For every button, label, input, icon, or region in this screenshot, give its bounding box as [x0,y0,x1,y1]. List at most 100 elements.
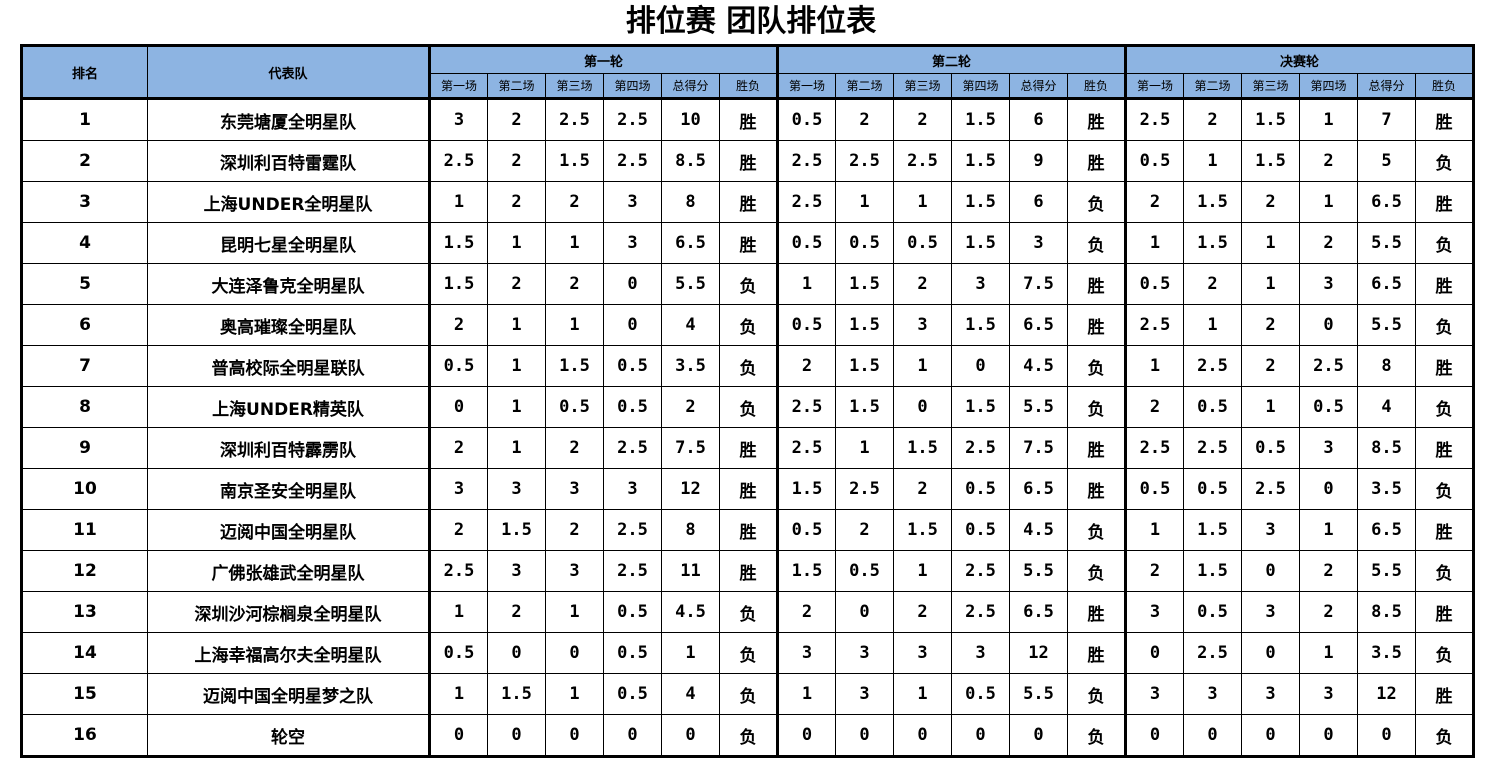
round-final-game-4-score-cell: 1 [1299,181,1358,223]
round-2-game-4-score-cell: 2.5 [951,427,1010,469]
round-2-game-1-score-cell: 2.5 [776,427,836,469]
round-1-game-4-score-cell: 2.5 [603,97,662,141]
round-final-game-4-score-cell: 2 [1299,140,1358,182]
round-1-game-4-score-cell: 0.5 [603,632,662,674]
round-final-game-2-score-cell: 3 [1183,673,1242,715]
round-2-result-cell: 胜 [1067,427,1126,469]
round-2-game-2-score-cell: 3 [835,673,894,715]
round-2-game-4-score-cell: 1.5 [951,386,1010,428]
round-1-game-1-score-cell: 2 [428,509,488,551]
round-1-game-1-score-cell: 2 [428,427,488,469]
round-2-game-1-score-cell: 0.5 [776,509,836,551]
team-name-cell: 广佛张雄武全明星队 [147,550,430,592]
header-round-final: 决赛轮 [1124,44,1475,74]
round-1-game-3-score-cell: 2 [545,427,604,469]
round-final-result-cell: 胜 [1415,427,1475,469]
round-2-game-2-score-cell: 2 [835,509,894,551]
round-final-game-2-score-cell: 2 [1183,263,1242,305]
round-2-game-2-score-cell: 3 [835,632,894,674]
round-final-game-3-score-cell: 2 [1241,304,1300,346]
round-1-game-3-score-cell: 3 [545,550,604,592]
round-1-result-cell: 负 [719,345,778,387]
round-2-total-score-cell: 6 [1009,97,1068,141]
round-final-game-1-score-cell: 0 [1124,714,1184,758]
round-1-result-cell: 负 [719,386,778,428]
round-1-total-score-cell: 6.5 [661,222,720,264]
round-2-total-score-cell: 5.5 [1009,550,1068,592]
round-1-game-3-score-cell: 2 [545,263,604,305]
round-final-total-score-cell: 5 [1357,140,1416,182]
table-row: 10 南京圣安全明星队 3 3 3 3 12 胜 1.5 2.5 2 0.5 6.5 胜 0.5 0.5 2.5… [20,468,1475,510]
round-1-result-cell: 胜 [719,468,778,510]
round-final-result-cell: 胜 [1415,591,1475,633]
round-1-game-2-score-cell: 1.5 [487,509,546,551]
round-final-game-4-score-cell: 2 [1299,222,1358,264]
round-1-total-score-cell: 1 [661,632,720,674]
round-2-game-2-score-cell: 2.5 [835,140,894,182]
round-2-total-score-cell: 3 [1009,222,1068,264]
subheader-round-final-col-6: 胜负 [1415,73,1475,99]
round-2-game-3-score-cell: 2 [893,468,952,510]
subheader-round-1-col-2: 第二场 [487,73,546,99]
round-2-total-score-cell: 5.5 [1009,673,1068,715]
round-1-game-3-score-cell: 0.5 [545,386,604,428]
round-2-game-2-score-cell: 2 [835,97,894,141]
round-1-total-score-cell: 4 [661,673,720,715]
round-final-total-score-cell: 5.5 [1357,304,1416,346]
round-2-game-3-score-cell: 1.5 [893,427,952,469]
round-final-game-4-score-cell: 1 [1299,509,1358,551]
table-row: 7 普高校际全明星联队 0.5 1 1.5 0.5 3.5 负 2 1.5 1 0 4.5 负 1 2.5 2 2… [20,345,1475,387]
round-final-game-1-score-cell: 1 [1124,509,1184,551]
round-2-game-4-score-cell: 1.5 [951,304,1010,346]
round-final-game-2-score-cell: 2.5 [1183,345,1242,387]
round-final-total-score-cell: 8.5 [1357,591,1416,633]
table-row: 16 轮空 0 0 0 0 0 负 0 0 0 0 0 负 0 0 0 0 0 负 [20,714,1475,758]
round-final-game-4-score-cell: 3 [1299,673,1358,715]
round-2-game-2-score-cell: 0.5 [835,222,894,264]
round-2-game-1-score-cell: 2.5 [776,181,836,223]
header-row-rounds: 排名 代表队 第一轮 第二轮 决赛轮 [20,44,1475,99]
round-2-game-4-score-cell: 2.5 [951,591,1010,633]
team-name-cell: 上海幸福高尔夫全明星队 [147,632,430,674]
round-final-result-cell: 负 [1415,632,1475,674]
rank-cell: 10 [20,468,148,510]
round-2-game-4-score-cell: 0.5 [951,673,1010,715]
round-final-total-score-cell: 8.5 [1357,427,1416,469]
round-final-game-3-score-cell: 1 [1241,386,1300,428]
table-header: 排名 代表队 第一轮 第二轮 决赛轮 第一场 第二场 第三场 第四场 总得分 胜负 第一场第… [20,44,1475,99]
round-final-game-1-score-cell: 2 [1124,181,1184,223]
round-1-game-4-score-cell: 0.5 [603,673,662,715]
round-1-game-4-score-cell: 0 [603,263,662,305]
round-1-result-cell: 负 [719,304,778,346]
round-2-result-cell: 负 [1067,386,1126,428]
round-2-game-2-score-cell: 1.5 [835,345,894,387]
round-2-game-3-score-cell: 0.5 [893,222,952,264]
round-2-result-cell: 负 [1067,181,1126,223]
round-1-game-2-score-cell: 2 [487,181,546,223]
round-2-total-score-cell: 7.5 [1009,427,1068,469]
team-name-cell: 轮空 [147,714,430,758]
subheader-round-2-col-2: 第二场 [835,73,894,99]
round-final-game-2-score-cell: 2.5 [1183,427,1242,469]
team-name-cell: 深圳利百特雷霆队 [147,140,430,182]
rank-cell: 15 [20,673,148,715]
round-final-game-4-score-cell: 2 [1299,591,1358,633]
round-1-game-2-score-cell: 1 [487,386,546,428]
round-final-game-1-score-cell: 2 [1124,386,1184,428]
round-1-game-2-score-cell: 1 [487,345,546,387]
round-2-total-score-cell: 4.5 [1009,509,1068,551]
round-2-result-cell: 胜 [1067,140,1126,182]
round-final-result-cell: 负 [1415,714,1475,758]
round-final-game-2-score-cell: 1.5 [1183,222,1242,264]
round-1-game-2-score-cell: 2 [487,263,546,305]
round-1-result-cell: 负 [719,632,778,674]
round-1-total-score-cell: 4.5 [661,591,720,633]
round-1-result-cell: 胜 [719,181,778,223]
round-1-result-cell: 胜 [719,97,778,141]
round-final-total-score-cell: 12 [1357,673,1416,715]
team-name-cell: 东莞塘厦全明星队 [147,97,430,141]
team-name-cell: 迈阅中国全明星梦之队 [147,673,430,715]
round-1-game-1-score-cell: 1 [428,591,488,633]
round-2-game-1-score-cell: 1 [776,673,836,715]
round-final-total-score-cell: 5.5 [1357,550,1416,592]
